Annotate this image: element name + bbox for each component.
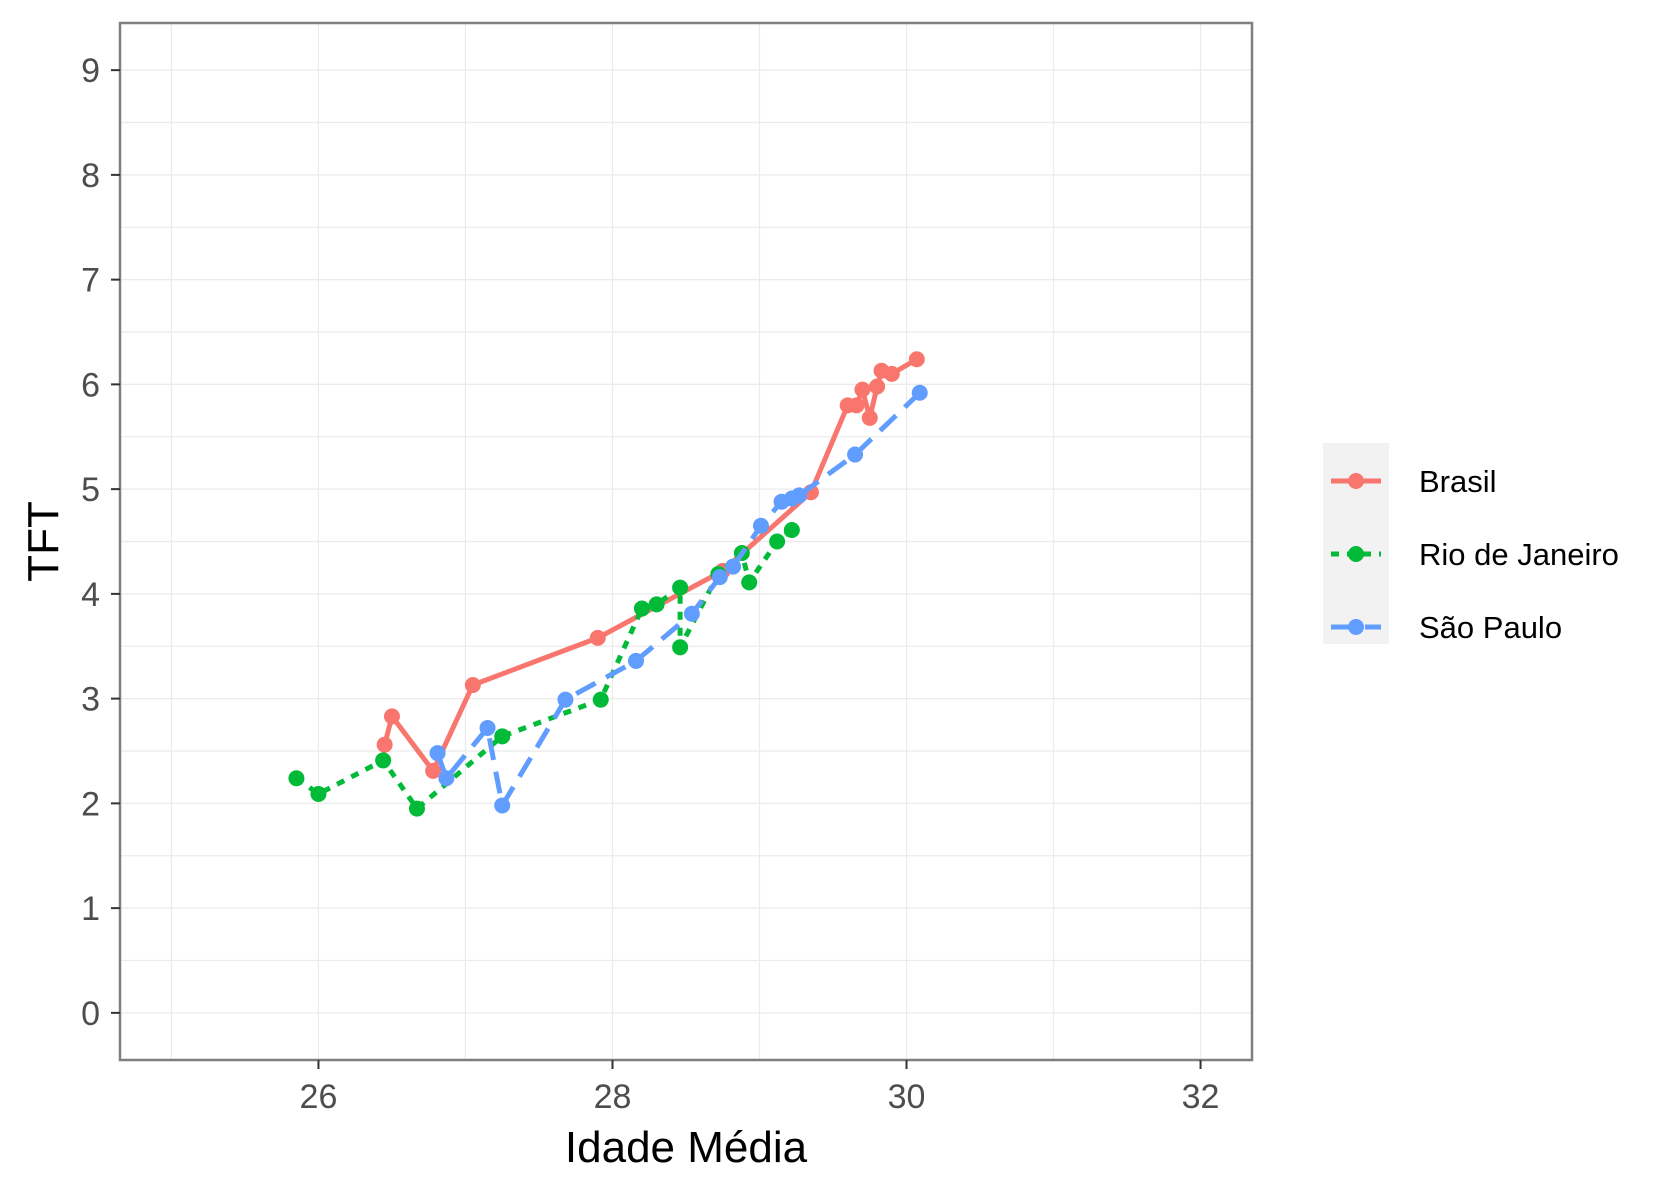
- legend-key-point: [1348, 546, 1364, 562]
- data-point: [672, 579, 689, 596]
- legend-label: São Paulo: [1419, 610, 1562, 645]
- y-tick-label: 2: [81, 785, 100, 823]
- data-point: [741, 574, 758, 591]
- series-line: [294, 528, 794, 812]
- data-point: [429, 745, 446, 762]
- x-tick-label: 32: [1182, 1078, 1220, 1116]
- data-point: [376, 736, 393, 753]
- series-s-o-paulo: [429, 384, 928, 814]
- data-point: [438, 770, 455, 787]
- panel-border: [118, 21, 1254, 1062]
- grid-layer: [120, 23, 1252, 1060]
- y-tick-label: 8: [81, 157, 100, 195]
- data-point: [883, 365, 900, 382]
- data-point: [494, 797, 511, 814]
- x-tick-label: 26: [300, 1078, 338, 1116]
- data-point: [783, 521, 800, 538]
- x-tick-label: 30: [888, 1078, 926, 1116]
- x-axis-title: Idade Média: [565, 1123, 808, 1172]
- data-point: [557, 691, 574, 708]
- data-point: [464, 677, 481, 694]
- data-point: [310, 785, 327, 802]
- data-point: [869, 378, 886, 395]
- data-point: [911, 384, 928, 401]
- data-point: [589, 629, 606, 646]
- data-point: [375, 752, 392, 769]
- data-point: [861, 409, 878, 426]
- axis-layer: 26 28 30 32 0 1 2 3 4 5 6 7 8 9: [81, 52, 1219, 1116]
- data-point: [592, 691, 609, 708]
- data-point: [425, 762, 442, 779]
- data-point: [791, 487, 808, 504]
- legend-item: Rio de Janeiro: [1331, 537, 1619, 572]
- data-point: [408, 800, 425, 817]
- series-layer: [288, 351, 928, 817]
- legend-item: Brasil: [1331, 464, 1497, 499]
- data-point: [908, 351, 925, 368]
- y-tick-label: 6: [81, 366, 100, 404]
- y-tick-label: 0: [81, 995, 100, 1033]
- y-tick-label: 4: [81, 576, 100, 614]
- legend: Brasil Rio de Janeiro São Paulo: [1323, 443, 1619, 645]
- data-point: [648, 596, 665, 613]
- data-point: [683, 605, 700, 622]
- data-point: [854, 381, 871, 398]
- data-point: [633, 600, 650, 617]
- y-tick-label: 3: [81, 681, 100, 719]
- data-point: [628, 652, 645, 669]
- legend-item: São Paulo: [1331, 610, 1562, 645]
- data-point: [479, 719, 496, 736]
- data-point: [752, 517, 769, 534]
- x-tick-label: 28: [594, 1078, 632, 1116]
- y-axis-title: TFT: [19, 501, 68, 582]
- legend-key-point: [1348, 473, 1364, 489]
- y-tick-label: 1: [81, 890, 100, 928]
- y-tick-label: 9: [81, 52, 100, 90]
- legend-key-point: [1348, 619, 1364, 635]
- y-tick-label: 5: [81, 471, 100, 509]
- data-point: [711, 569, 728, 586]
- y-tick-label: 7: [81, 262, 100, 300]
- data-point: [848, 397, 865, 414]
- data-point: [288, 770, 305, 787]
- data-point: [672, 639, 689, 656]
- data-point: [383, 708, 400, 725]
- data-point: [725, 558, 742, 575]
- data-point: [847, 446, 864, 463]
- legend-label: Brasil: [1419, 464, 1497, 499]
- data-point: [494, 728, 511, 745]
- data-point: [769, 533, 786, 550]
- legend-label: Rio de Janeiro: [1419, 537, 1619, 572]
